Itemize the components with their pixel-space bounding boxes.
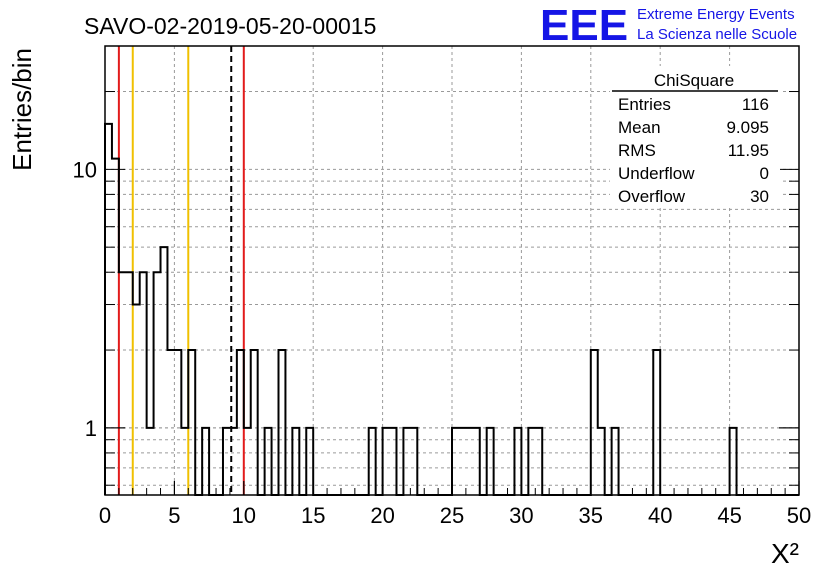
x-tick-label: 5 [168, 503, 180, 528]
stats-box-rows: Entries 116 Mean 9.095 RMS 11.95 Underflow 0 Ove… [618, 95, 769, 206]
y-axis-label: Entries/bin [7, 48, 37, 171]
stats-row-label: Entries [618, 95, 671, 114]
x-tick-label: 20 [370, 503, 394, 528]
stats-box: ChiSquare Entries 116 Mean 9.095 RMS 11.95 Und… [610, 66, 780, 208]
stats-row-value: 30 [750, 187, 769, 206]
x-tick-label: 45 [717, 503, 741, 528]
x-tick-label: 10 [232, 503, 256, 528]
stats-box-title: ChiSquare [654, 71, 734, 90]
x-axis-label: X² [771, 538, 799, 569]
logo-line1: Extreme Energy Events [637, 6, 795, 23]
x-tick-label: 25 [440, 503, 464, 528]
axis-ticks [104, 45, 800, 495]
eee-logo: EEE Extreme Energy Events La Scienza nel… [540, 1, 797, 50]
tick-labels: 0 5 10 15 20 25 30 35 40 45 50 1 10 [73, 157, 812, 528]
stats-row-label: RMS [618, 141, 656, 160]
x-tick-label: 15 [301, 503, 325, 528]
stats-box-background [610, 66, 780, 208]
stats-row-value: 11.95 [728, 141, 769, 160]
stats-row-label: Underflow [618, 164, 695, 183]
logo-line2: La Scienza nelle Scuole [637, 26, 797, 43]
x-tick-label: 0 [99, 503, 111, 528]
stats-row-label: Overflow [618, 187, 686, 206]
chart-title: SAVO-02-2019-05-20-00015 [84, 13, 376, 39]
x-tick-label: 50 [787, 503, 811, 528]
y-tick-label: 1 [85, 416, 97, 441]
x-tick-label: 40 [648, 503, 672, 528]
x-tick-label: 35 [579, 503, 603, 528]
stats-row-value: 0 [760, 164, 769, 183]
logo-mark: EEE [540, 1, 628, 50]
x-tick-label: 30 [509, 503, 533, 528]
stats-row-value: 116 [742, 95, 769, 114]
stats-row-label: Mean [618, 118, 661, 137]
stats-row-value: 9.095 [726, 118, 769, 137]
y-tick-label: 10 [73, 157, 97, 182]
